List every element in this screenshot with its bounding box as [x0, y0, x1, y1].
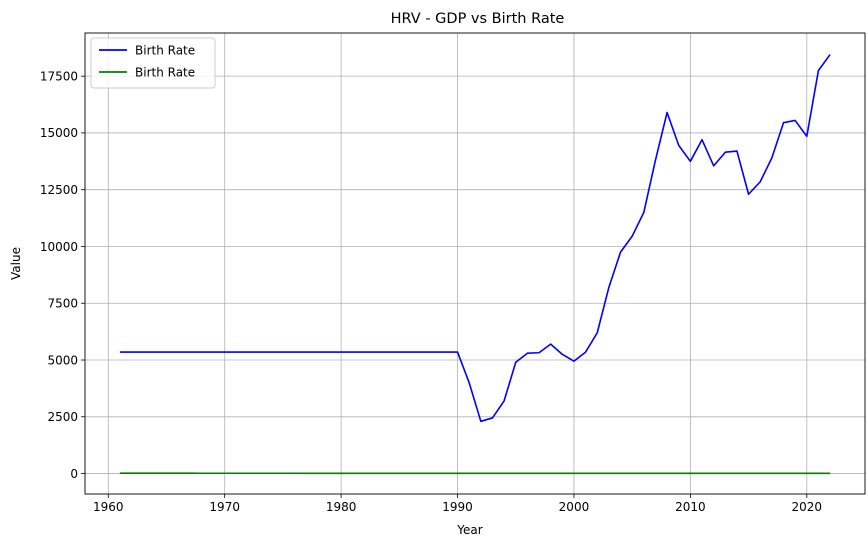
x-tick-label: 1960: [93, 500, 124, 514]
series-line-1: [119, 54, 831, 423]
y-tick-label: 5000: [47, 353, 78, 367]
x-tick-label: 2000: [559, 500, 590, 514]
y-tick-label: 17500: [40, 69, 78, 83]
series-lines: [119, 54, 831, 475]
legend-label-series-2: Birth Rate: [135, 66, 195, 80]
y-tick-label: 15000: [40, 126, 78, 140]
y-tick-label: 12500: [40, 183, 78, 197]
legend-label-series-1: Birth Rate: [135, 44, 195, 58]
x-tick-label: 1970: [209, 500, 240, 514]
y-tick-label: 10000: [40, 240, 78, 254]
y-tick-label: 2500: [47, 410, 78, 424]
legend: Birth Rate Birth Rate: [90, 37, 216, 89]
axes: 1960 1970 1980 1990 2000 2010 2020 0 2500 5000 750…: [40, 69, 822, 514]
x-tick-label: 2020: [792, 500, 823, 514]
x-tick-label: 1990: [442, 500, 473, 514]
plot-area: [85, 33, 865, 494]
x-tick-label: 2010: [675, 500, 706, 514]
x-axis-label: Year: [456, 523, 482, 537]
y-axis-label: Value: [9, 247, 23, 280]
y-tick-label: 0: [70, 467, 78, 481]
plot-frame: [84, 32, 866, 495]
y-tick-label: 7500: [47, 297, 78, 311]
x-tick-label: 1980: [326, 500, 357, 514]
chart-title: HRV - GDP vs Birth Rate: [391, 11, 565, 27]
